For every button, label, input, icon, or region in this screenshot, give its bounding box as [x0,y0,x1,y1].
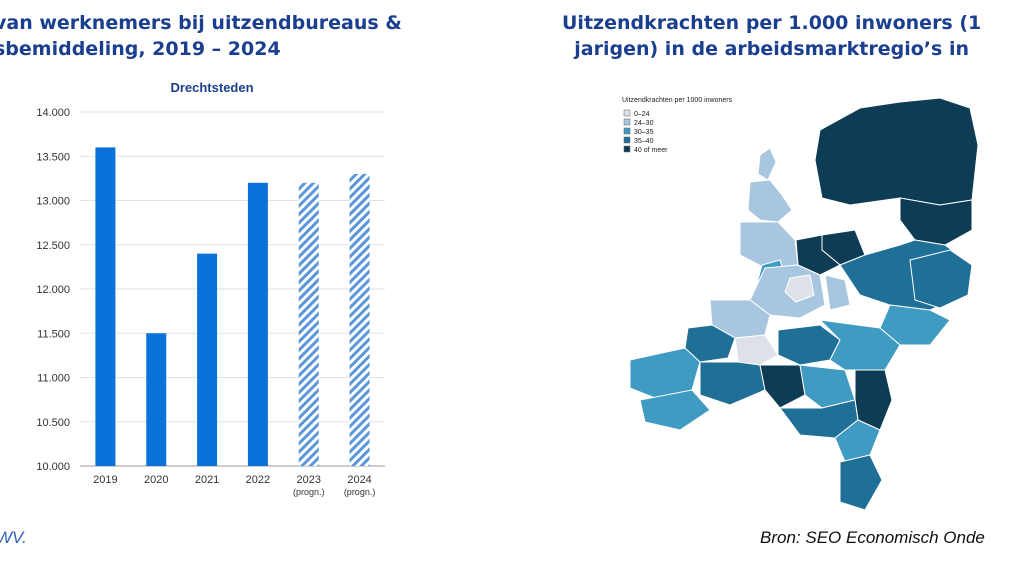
x-tick-label: 2024 [347,474,371,486]
left-title-line-1: van werknemers bij uitzendbureaus & [0,12,402,34]
x-tick-label: 2021 [195,474,219,486]
right-title-line-2: jarigen) in de arbeidsmarktregio’s in [574,38,969,60]
chart-title: Drechtsteden [170,80,253,95]
legend-swatch [623,118,631,126]
x-tick-sublabel: (progn.) [293,487,325,497]
map-region-groningen-friesland [814,97,979,206]
legend-swatch [623,127,631,135]
legend-label: 30–35 [634,129,654,136]
map-region-gooi [824,274,851,311]
x-tick-sublabel: (progn.) [344,487,376,497]
map-region-noord-holland-north [747,179,793,223]
map-region-drechtsteden [734,334,779,366]
legend-label: 0–24 [634,111,650,118]
map-region-texel [757,147,777,181]
map-region-twente [909,249,973,309]
right-title-line-1: Uitzendkrachten per 1.000 inwoners (1 [562,12,982,34]
map-region-amersfoort [784,274,815,303]
x-tick-label: 2022 [246,474,270,486]
left-title-line-2: sbemiddeling, 2019 – 2024 [0,38,281,60]
legend-label: 40 of meer [634,147,668,154]
map-region-amsterdam [739,221,799,269]
map-legend-title: Uitzendkrachten per 1000 inwoners [622,97,733,104]
netherlands-map: Uitzendkrachten per 1000 inwoners 0–24 24… [622,97,979,511]
y-tick-label: 14.000 [36,107,70,119]
y-tick-label: 13.500 [36,151,70,163]
legend-swatch [623,145,631,153]
x-tick-label: 2023 [297,474,321,486]
bar-2021 [197,253,218,466]
legend-swatch [623,136,631,144]
bar-chart: Drechtsteden 10.000 10.500 11.000 11.500 12.… [36,80,385,497]
map-region-midden-brabant [759,364,806,409]
y-tick-label: 13.000 [36,196,70,208]
map-regions [629,97,979,511]
bar-2019 [95,147,116,466]
legend-label: 24–30 [634,120,654,127]
map-region-zuid-limburg [839,454,883,511]
map-region-midden-limburg [834,419,881,463]
legend-swatch [623,109,631,117]
y-tick-label: 12.500 [36,240,70,252]
bar-2022 [247,182,268,467]
y-tick-label: 12.000 [36,284,70,296]
bar-forecast-2023 [298,182,319,467]
map-region-zeeland-south [639,389,711,431]
y-tick-label: 10.500 [36,417,70,429]
source-note-right: Bron: SEO Economisch Onde [760,528,985,547]
x-tick-label: 2019 [93,474,117,486]
map-legend: Uitzendkrachten per 1000 inwoners 0–24 24… [622,97,733,154]
map-region-west-brabant [699,361,766,406]
legend-label: 35–40 [634,138,654,145]
y-tick-label: 11.000 [37,373,70,385]
x-tick-label: 2020 [144,474,168,486]
y-tick-label: 10.000 [36,461,70,473]
bar-2020 [146,333,167,466]
left-page-title: van werknemers bij uitzendbureaus & sbem… [0,10,402,62]
y-tick-label: 11.500 [37,328,70,340]
source-note-left: WV. [0,528,27,547]
map-region-drenthe [899,197,973,246]
bar-forecast-2024 [349,173,370,466]
right-page-title: Uitzendkrachten per 1.000 inwoners (1 ja… [562,10,981,62]
